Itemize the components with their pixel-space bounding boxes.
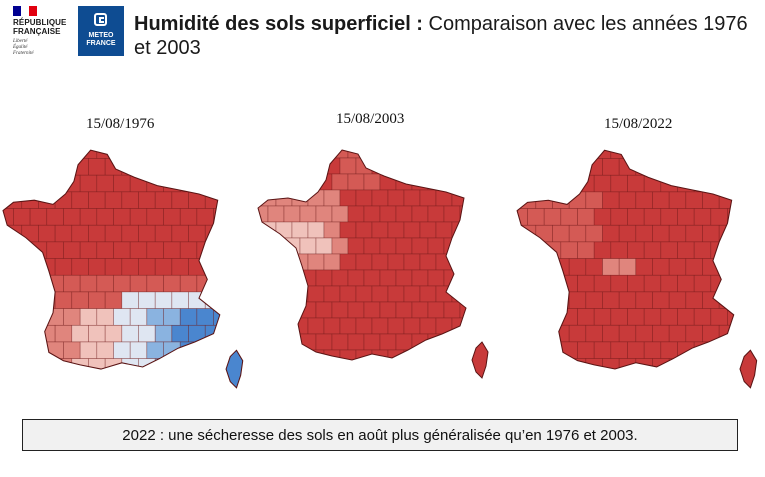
corsica-outline <box>225 349 244 389</box>
republique-motto: Liberté Égalité Fraternité <box>13 39 34 56</box>
map-2003 <box>257 149 489 379</box>
map-date-1976: 15/08/1976 <box>86 116 155 132</box>
republique-francaise-text: RÉPUBLIQUE FRANÇAISE <box>13 18 67 36</box>
meteo-france-logo: METEO FRANCE <box>78 6 124 56</box>
republique-francaise-logo: RÉPUBLIQUE FRANÇAISE Liberté Égalité Fra… <box>10 6 72 60</box>
map-2022 <box>516 149 758 389</box>
meteo-france-icon <box>94 13 107 26</box>
caption-box: 2022 : une sécheresse des sols en août p… <box>22 419 738 451</box>
header: RÉPUBLIQUE FRANÇAISE Liberté Égalité Fra… <box>0 0 765 70</box>
caption-text: 2022 : une sécheresse des sols en août p… <box>122 426 638 444</box>
france-outline <box>2 149 221 370</box>
map-date-2003: 15/08/2003 <box>336 111 405 127</box>
corsica-outline <box>739 349 758 389</box>
map-1976 <box>2 149 244 389</box>
france-outline <box>516 149 735 370</box>
corsica-outline <box>471 341 489 379</box>
france-outline <box>257 149 467 361</box>
map-date-2022: 15/08/2022 <box>604 116 673 132</box>
french-flag-icon <box>13 6 37 16</box>
page-title: Humidité des sols superficiel : Comparai… <box>134 13 748 59</box>
